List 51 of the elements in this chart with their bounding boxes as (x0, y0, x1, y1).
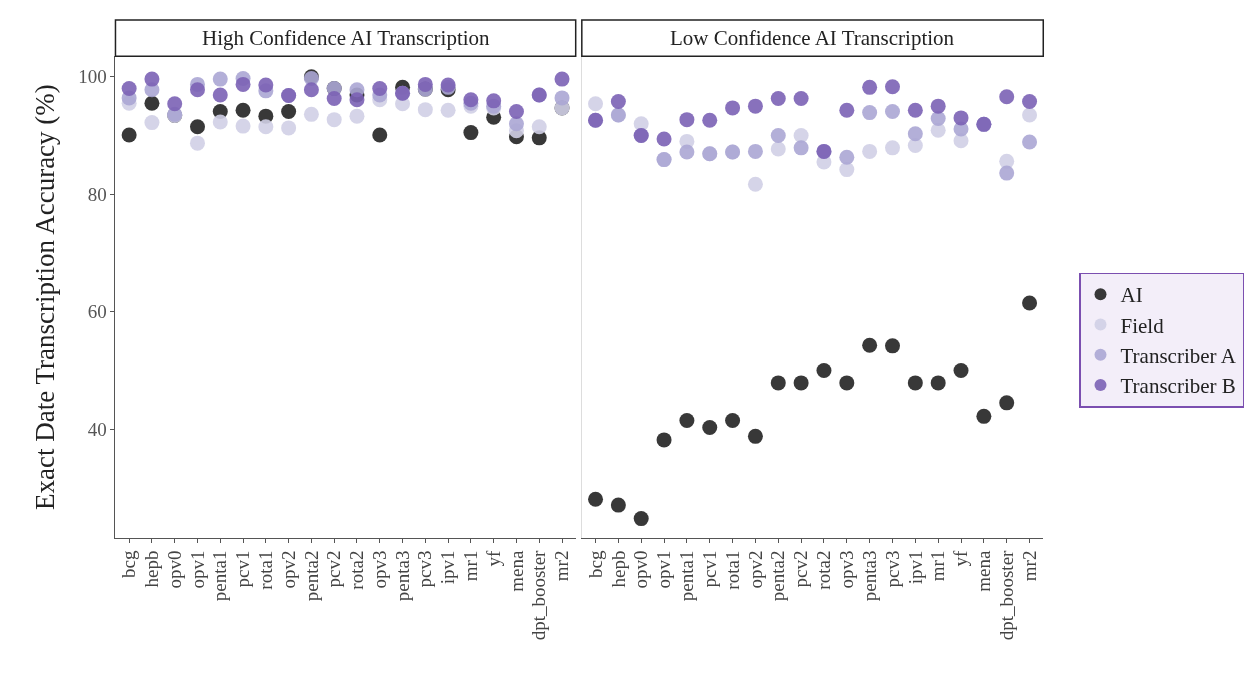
x-tick-label: pcv2 (790, 550, 812, 588)
x-tick-label: yf (482, 549, 504, 567)
x-tick-label: rota2 (813, 550, 835, 590)
x-tick-label: mena (973, 550, 995, 592)
legend-label: Transcriber B (1120, 374, 1236, 399)
x-tick-label: penta1 (676, 550, 698, 602)
y-tick-label: 40 (87, 418, 107, 440)
x-tick-label: mr1 (460, 550, 482, 582)
x-tick-label: opv3 (835, 550, 857, 589)
y-axis-title: Exact Date Transcription Accuracy (%) (30, 84, 61, 511)
x-tick-label: yf (950, 549, 972, 567)
x-tick-label: hepb (141, 550, 163, 588)
x-tick-label: penta2 (767, 550, 789, 602)
chart-title: Low Confidence AI Transcription (670, 26, 955, 50)
x-tick-label: pcv3 (414, 550, 436, 588)
x-tick-label: pcv1 (698, 550, 720, 588)
x-tick-label: dpt_booster (528, 549, 550, 641)
x-tick-label: pcv3 (881, 550, 903, 588)
x-tick-label: opv3 (368, 550, 390, 589)
chart-title: High Confidence AI Transcription (202, 26, 491, 50)
x-tick-label: mr2 (1018, 550, 1040, 582)
x-tick-label: hepb (607, 550, 629, 588)
x-tick-label: opv0 (630, 550, 652, 589)
x-tick-label: opv0 (163, 550, 185, 589)
y-tick-label: 100 (78, 66, 107, 88)
x-tick-label: dpt_booster (995, 549, 1017, 641)
x-tick-label: penta2 (300, 550, 322, 602)
x-tick-label: opv1 (186, 550, 208, 589)
x-tick-label: ipv1 (904, 550, 926, 585)
x-tick-label: opv1 (653, 550, 675, 589)
x-tick-label: ipv1 (437, 550, 459, 585)
x-tick-label: rota1 (721, 550, 743, 590)
x-tick-label: penta1 (209, 550, 231, 602)
x-tick-label: mr2 (551, 550, 573, 582)
x-tick-label: pcv2 (323, 550, 345, 588)
y-tick-label: 60 (87, 301, 107, 323)
legend-label: Field (1120, 313, 1165, 338)
x-tick-label: mr1 (927, 550, 949, 582)
x-tick-label: mena (505, 550, 527, 592)
x-tick-label: rota1 (255, 550, 277, 590)
x-tick-label: penta3 (858, 550, 880, 602)
x-tick-label: pcv1 (232, 550, 254, 588)
x-tick-label: opv2 (277, 550, 299, 589)
x-tick-label: opv2 (744, 550, 766, 589)
legend-label: AI (1120, 283, 1143, 308)
x-tick-label: penta3 (391, 550, 413, 602)
y-tick-label: 80 (87, 183, 107, 205)
legend-label: Transcriber A (1120, 343, 1237, 368)
x-tick-label: rota2 (346, 550, 368, 590)
x-tick-label: bcg (584, 550, 606, 579)
x-tick-label: bcg (118, 550, 140, 579)
